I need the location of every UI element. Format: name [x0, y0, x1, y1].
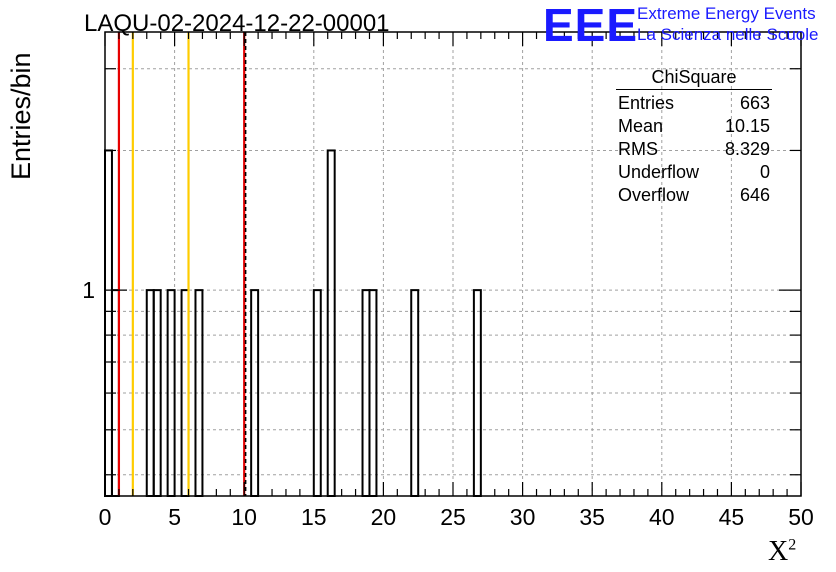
- stats-row-underflow: Underflow 0: [610, 161, 778, 184]
- stats-label: RMS: [618, 139, 658, 159]
- grid-layer: [105, 32, 801, 496]
- stats-row-entries: Entries 663: [610, 92, 778, 115]
- stats-row-mean: Mean 10.15: [610, 115, 778, 138]
- histogram-bar: [326, 149, 336, 497]
- stats-box: ChiSquare Entries 663 Mean 10.15 RMS 8.3…: [610, 66, 778, 207]
- logo-line-2: La Scienza nelle Scuole: [637, 25, 819, 44]
- stats-title: ChiSquare: [616, 66, 772, 90]
- stats-value: 10.15: [724, 116, 770, 136]
- logo-line-1: Extreme Energy Events: [637, 4, 816, 23]
- x-tick-label: 0: [99, 504, 112, 530]
- x-tick-label: 25: [440, 504, 466, 530]
- x-tick-label: 15: [301, 504, 327, 530]
- x-axis-label-text: X: [768, 536, 789, 567]
- eee-logo: EEE: [543, 0, 639, 51]
- x-axis-label: X2: [768, 536, 796, 568]
- x-tick-label: 50: [788, 504, 814, 530]
- y-axis-label: Entries/bin: [6, 52, 36, 180]
- stats-row-overflow: Overflow 646: [610, 184, 778, 207]
- histogram-bars: [104, 149, 482, 497]
- tick-marks: [104, 32, 802, 496]
- tick-labels: 0 5 10 15 20 25 30 35 40 45 50 1: [82, 277, 814, 530]
- stats-value: 663: [739, 93, 770, 113]
- x-axis-label-superscript: 2: [788, 536, 797, 554]
- stats-label: Entries: [618, 93, 675, 113]
- reference-lines: [117, 32, 247, 496]
- stats-label: Mean: [618, 116, 664, 136]
- stats-label: Underflow: [618, 162, 700, 182]
- stats-value: 0: [759, 162, 770, 182]
- x-tick-label: 40: [649, 504, 675, 530]
- stats-value: 646: [739, 185, 770, 205]
- x-tick-label: 10: [231, 504, 257, 530]
- y-tick-label: 1: [82, 277, 95, 303]
- run-title: LAQU-02-2024-12-22-00001: [84, 10, 390, 37]
- x-tick-label: 20: [371, 504, 397, 530]
- x-tick-label: 5: [168, 504, 181, 530]
- histogram-bar: [104, 149, 113, 497]
- x-tick-label: 35: [579, 504, 605, 530]
- x-tick-label: 30: [510, 504, 536, 530]
- stats-row-rms: RMS 8.329: [610, 138, 778, 161]
- stats-value: 8.329: [724, 139, 770, 159]
- x-tick-label: 45: [719, 504, 745, 530]
- stats-label: Overflow: [618, 185, 690, 205]
